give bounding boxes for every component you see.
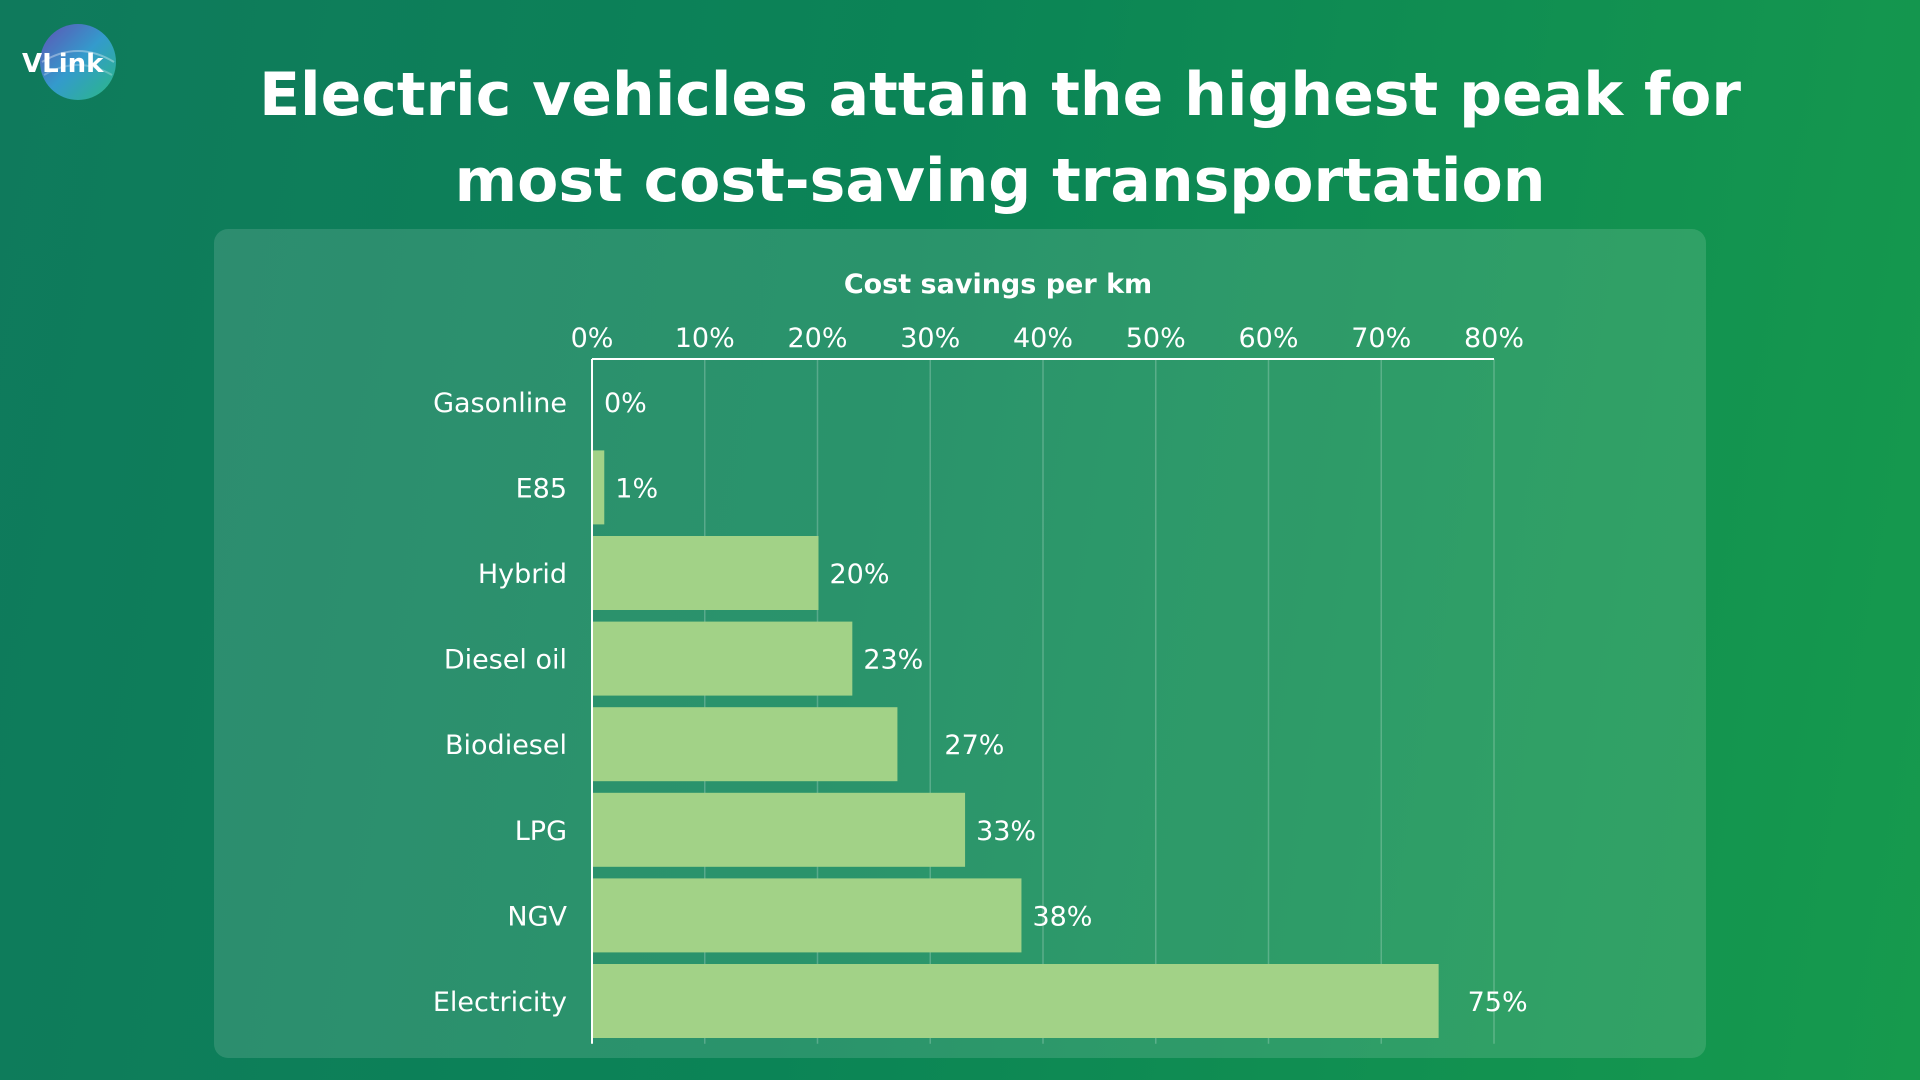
data-label: 75% [1468, 987, 1528, 1018]
data-label: 33% [976, 816, 1036, 847]
category-label: Electricity [433, 987, 567, 1018]
page-title: Electric vehicles attain the highest pea… [200, 52, 1800, 224]
x-tick-label: 40% [1013, 323, 1073, 354]
bar-ngv [593, 878, 1022, 953]
value-labels: 0% 1% 20% 23% 27% 33% 38% 75% [604, 388, 1528, 1018]
bar-e85 [593, 450, 605, 525]
x-tick-label: 10% [675, 323, 735, 354]
category-label: E85 [516, 473, 567, 504]
category-labels: Gasonline E85 Hybrid Diesel oil Biodiesel LPG… [433, 388, 568, 1018]
x-tick-label: 20% [787, 323, 847, 354]
bar-lpg [593, 792, 966, 867]
data-label: 27% [944, 730, 1004, 761]
title-line-2: most cost-saving transportation [454, 146, 1546, 216]
data-label: 38% [1032, 901, 1092, 932]
bars [593, 450, 1439, 1038]
category-label: Hybrid [478, 559, 567, 590]
vlink-logo: VLink [18, 20, 136, 106]
x-tick-label: 60% [1238, 323, 1298, 354]
bar-electricity [593, 964, 1439, 1038]
x-tick-label: 30% [900, 323, 960, 354]
logo-text: VLink [22, 49, 104, 79]
bar-biodiesel [593, 707, 898, 782]
x-tick-label: 70% [1351, 323, 1411, 354]
data-label: 20% [830, 559, 890, 590]
category-label: Diesel oil [444, 645, 567, 676]
x-tick-label: 50% [1126, 323, 1186, 354]
data-label: 23% [863, 645, 923, 676]
category-label: NGV [507, 901, 567, 932]
bar-hybrid [593, 536, 819, 610]
data-label: 1% [615, 473, 658, 504]
data-label: 0% [604, 388, 647, 419]
category-label: LPG [515, 816, 567, 847]
bar-chart: Cost savings per km 0% 10% 20% 30% 40% 50% 60%… [433, 269, 1528, 1044]
category-label: Gasonline [433, 388, 567, 419]
x-tick-label: 80% [1464, 323, 1524, 354]
x-tick-label: 0% [571, 323, 614, 354]
chart-title: Cost savings per km [844, 269, 1152, 300]
bar-diesel-oil [593, 621, 853, 696]
category-label: Biodiesel [445, 730, 567, 761]
title-line-1: Electric vehicles attain the highest pea… [259, 60, 1741, 130]
x-axis-ticks: 0% 10% 20% 30% 40% 50% 60% 70% 80% [571, 323, 1524, 354]
